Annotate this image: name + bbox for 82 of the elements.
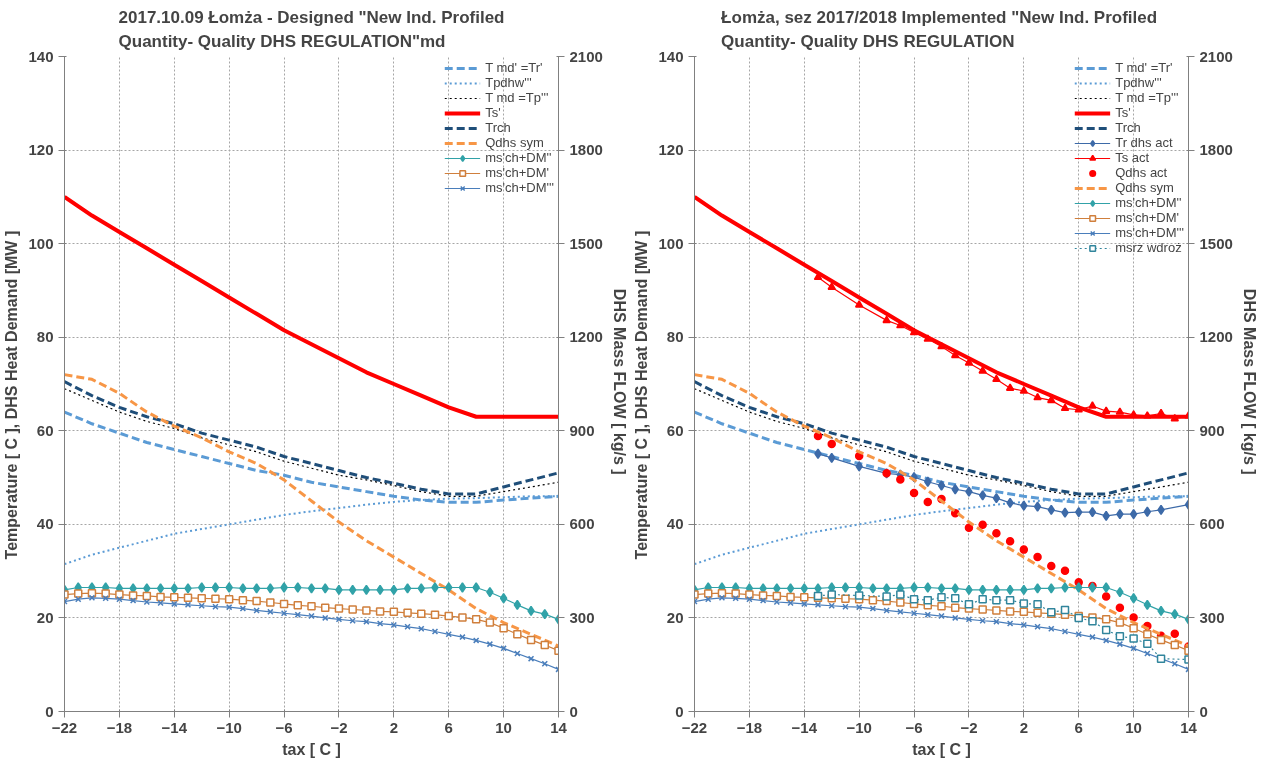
y2-tick-label: 600 [569, 515, 595, 533]
x-tick-label: 14 [550, 718, 568, 736]
y2-tick-label: 1200 [569, 328, 603, 346]
legend-label: Qdhs act [1115, 165, 1168, 180]
legend-label: Qdhs sym [485, 135, 544, 150]
x-tick-label: −22 [51, 718, 78, 736]
y2-tick-label: 1200 [1199, 328, 1233, 346]
x-tick-label: 2 [389, 718, 399, 736]
y2-axis-title: DHS Mass FLOW [ kg/s ] [610, 288, 628, 475]
legend-label: ms'ch+DM' [1115, 210, 1180, 225]
y2-tick-label: 1500 [1199, 234, 1233, 252]
x-tick-label: −6 [905, 718, 923, 736]
legend-label: msrz wdroż [1115, 240, 1182, 255]
x-tick-label: 2 [1019, 718, 1029, 736]
y-tick-label: 20 [36, 608, 54, 626]
y-tick-label: 100 [28, 234, 54, 252]
x-tick-label: 10 [495, 718, 512, 736]
x-tick-label: −22 [681, 718, 708, 736]
y-tick-label: 0 [45, 702, 54, 720]
y-tick-label: 40 [36, 515, 54, 533]
y2-tick-label: 2100 [1199, 47, 1233, 65]
legend-label: Qdhs sym [1115, 180, 1174, 195]
y-tick-label: 80 [666, 328, 684, 346]
y-axis-title: Temperature [ C ], DHS Heat Demand [MW ] [3, 230, 21, 560]
y-tick-label: 40 [666, 515, 684, 533]
y2-tick-label: 600 [1199, 515, 1225, 533]
legend-label: Trch [1115, 120, 1141, 135]
legend-label: T md' =Tr' [1115, 60, 1173, 75]
legend-label: Tpdhw''' [485, 75, 532, 90]
x-tick-label: −10 [846, 718, 872, 736]
x-tick-label: −10 [216, 718, 242, 736]
y-tick-label: 100 [658, 234, 684, 252]
legend-label: T md' =Tr' [485, 60, 543, 75]
y2-tick-label: 300 [1199, 608, 1225, 626]
y2-tick-label: 1800 [569, 141, 603, 159]
y-tick-label: 140 [28, 47, 54, 65]
y2-tick-label: 0 [1199, 702, 1208, 720]
y-tick-label: 120 [28, 141, 54, 159]
legend-label: T md =Tp''' [485, 90, 549, 105]
legend-label: Tpdhw''' [1115, 75, 1162, 90]
x-tick-label: −14 [161, 718, 188, 736]
y2-tick-label: 900 [1199, 421, 1225, 439]
legend-label: ms'ch+DM'' [485, 150, 552, 165]
y-axis-title: Temperature [ C ], DHS Heat Demand [MW ] [633, 230, 651, 560]
x-tick-label: 6 [444, 718, 453, 736]
legend-label: ms'ch+DM''' [1115, 225, 1184, 240]
x-tick-label: −14 [791, 718, 818, 736]
x-axis-title: tax [ C ] [912, 740, 971, 758]
y2-tick-label: 2100 [569, 47, 603, 65]
y-tick-label: 140 [658, 47, 684, 65]
legend-label: T md =Tp''' [1115, 90, 1179, 105]
x-axis-title: tax [ C ] [282, 740, 341, 758]
y-tick-label: 120 [658, 141, 684, 159]
legend-label: Ts' [1115, 105, 1132, 120]
y2-axis-title: DHS Mass FLOW [ kg/s ] [1240, 288, 1258, 475]
y2-tick-label: 1800 [1199, 141, 1233, 159]
x-tick-label: 14 [1180, 718, 1198, 736]
chart-title: 2017.10.09 Łomża - Designed "New Ind. Profiled Quantity- Quality DHS REGULATION"md [118, 7, 505, 52]
y-tick-label: 0 [675, 702, 684, 720]
y-tick-label: 80 [36, 328, 54, 346]
y-tick-label: 20 [666, 608, 684, 626]
x-tick-label: 6 [1074, 718, 1083, 736]
legend-label: Tr dhs act [1115, 135, 1173, 150]
y2-tick-label: 300 [569, 608, 595, 626]
y2-tick-label: 900 [569, 421, 595, 439]
x-tick-label: −6 [275, 718, 293, 736]
y-tick-label: 60 [36, 421, 54, 439]
x-tick-label: −18 [106, 718, 133, 736]
x-tick-label: −18 [736, 718, 763, 736]
legend-label: ms'ch+DM''' [485, 180, 554, 195]
legend-label: ms'ch+DM' [485, 165, 550, 180]
legend-label: ms'ch+DM'' [1115, 195, 1182, 210]
x-tick-label: −2 [330, 718, 348, 736]
legend-label: Ts act [1115, 150, 1150, 165]
y2-tick-label: 1500 [569, 234, 603, 252]
x-tick-label: −2 [960, 718, 978, 736]
x-tick-label: 10 [1125, 718, 1142, 736]
chart-title: Łomża, sez 2017/2018 Implemented "New Ind. Profiled Quantity- Quality DHS REGULATION [721, 7, 1158, 52]
legend-label: Trch [485, 120, 511, 135]
y-tick-label: 60 [666, 421, 684, 439]
legend-label: Ts' [485, 105, 502, 120]
y2-tick-label: 0 [569, 702, 578, 720]
